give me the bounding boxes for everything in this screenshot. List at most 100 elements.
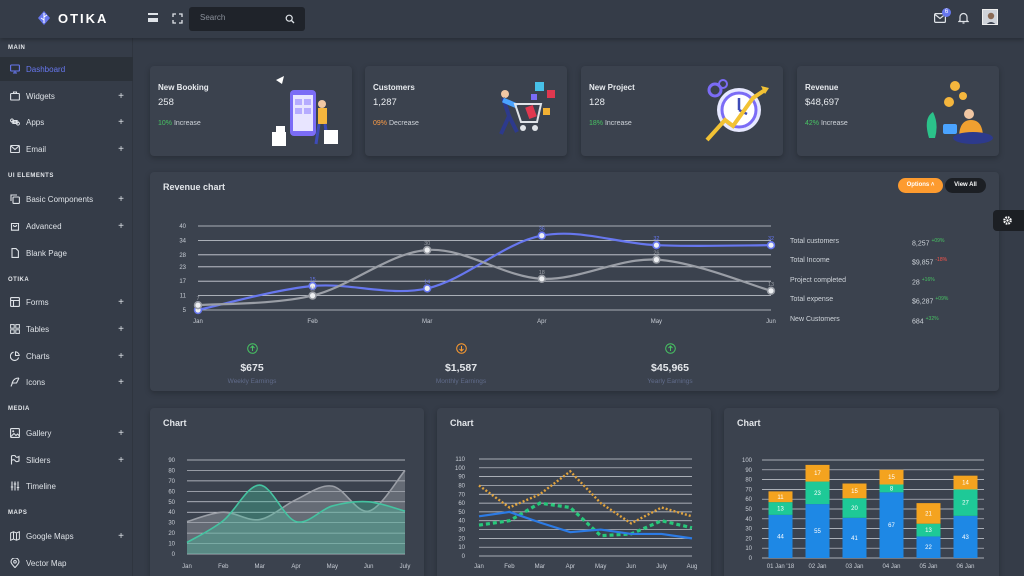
sidebar-item-dashboard[interactable]: Dashboard: [0, 57, 133, 81]
bell-icon[interactable]: [958, 12, 969, 24]
y-tick-label: 40: [179, 224, 186, 230]
data-label: 18: [539, 270, 545, 276]
sidebar-item-label: Google Maps: [26, 531, 74, 541]
series-line: [197, 232, 772, 312]
sidebar-item-icons[interactable]: Icons +: [0, 370, 133, 394]
side-stat-delta: +09%: [935, 296, 949, 302]
arrow-up-circle-icon: [246, 343, 258, 354]
expand-plus-icon: +: [118, 427, 124, 439]
data-point: [308, 291, 317, 300]
sidebar-item-widgets[interactable]: Widgets +: [0, 84, 133, 108]
bar-segment: [953, 489, 978, 516]
sidebar-item-vector-map[interactable]: Vector Map: [0, 551, 133, 575]
side-stat-label: Total customers: [790, 238, 840, 245]
sidebar-item-blank-page[interactable]: Blank Page: [0, 241, 133, 265]
expand-plus-icon: +: [118, 116, 124, 128]
sidebar-item-label: Icons: [26, 377, 46, 387]
brand-name: OTIKA: [58, 10, 109, 26]
stat-change-percent: 10%: [158, 120, 173, 127]
data-label: 7: [196, 296, 199, 302]
view-all-button[interactable]: View All: [945, 178, 986, 193]
chart-title: Chart: [450, 418, 474, 428]
stat-change-text: Increase: [604, 120, 632, 127]
sidebar: MAIN Dashboard Widgets + Apps + Email + …: [0, 38, 133, 576]
sidebar-item-charts[interactable]: Charts +: [0, 344, 133, 368]
stat-card-revenue: Revenue $48,697 42% Increase: [797, 66, 999, 156]
data-point: [652, 255, 661, 264]
x-tick-label: May: [651, 319, 662, 325]
sidebar-item-label: Vector Map: [26, 558, 67, 568]
stat-title: New Project: [589, 83, 635, 92]
data-point: [766, 286, 776, 296]
stat-change-percent: 09%: [373, 120, 388, 127]
x-tick-label: 04 Jan: [882, 564, 900, 570]
brand-logo[interactable]: OTIKA: [36, 10, 108, 26]
feather-icon: [10, 377, 20, 387]
side-stat-label: Project completed: [790, 277, 847, 284]
data-point: [423, 284, 432, 293]
logo-leaf-icon: [38, 11, 50, 25]
yearly-earnings: $45,965 Yearly Earnings: [630, 341, 710, 385]
earnings-label: Yearly Earnings: [647, 378, 693, 385]
x-tick-label: July: [656, 564, 667, 570]
y-tick-label: 70: [168, 479, 175, 485]
sidebar-item-basic-components[interactable]: Basic Components +: [0, 187, 133, 211]
sidebar-item-timeline[interactable]: Timeline: [0, 474, 133, 498]
side-stat-delta: -18%: [935, 257, 948, 263]
options-button[interactable]: Options ˄: [898, 178, 943, 193]
sidebar-item-gallery[interactable]: Gallery +: [0, 421, 133, 445]
x-tick-label: Jan: [474, 564, 484, 570]
sidebar-item-label: Email: [26, 144, 47, 154]
bar-value-label: 8: [890, 486, 894, 492]
search-input[interactable]: [200, 13, 280, 22]
sidebar-item-google-maps[interactable]: Google Maps +: [0, 524, 133, 548]
y-tick-label: 34: [179, 238, 186, 244]
menu-toggle-icon[interactable]: [148, 13, 158, 22]
sidebar-item-sliders[interactable]: Sliders +: [0, 448, 133, 472]
bar-segment: [916, 523, 941, 537]
bar-segment: [805, 504, 830, 558]
expand-plus-icon: +: [118, 296, 124, 308]
x-tick-label: Feb: [218, 564, 229, 570]
y-tick-label: 60: [168, 489, 175, 495]
stat-change: 18% Increase: [589, 120, 632, 127]
weekly-earnings: $675 Weekly Earnings: [212, 341, 292, 385]
sidebar-item-email[interactable]: Email +: [0, 137, 133, 161]
bar-value-label: 15: [888, 475, 895, 481]
user-avatar[interactable]: [982, 9, 998, 25]
sidebar-item-advanced[interactable]: Advanced +: [0, 214, 133, 238]
expand-plus-icon: +: [118, 530, 124, 542]
earnings-label: Weekly Earnings: [227, 378, 277, 385]
bar-segment: [879, 469, 904, 485]
chart-title: Chart: [737, 418, 761, 428]
arrow-down-circle-icon: [455, 343, 467, 354]
stat-change-text: Increase: [820, 120, 848, 127]
stat-value: 128: [589, 97, 605, 108]
side-stat-value: $9,857 -18%: [912, 257, 947, 266]
search-icon[interactable]: [285, 14, 295, 24]
x-tick-label: Apr: [537, 319, 546, 325]
sidebar-item-tables[interactable]: Tables +: [0, 317, 133, 341]
x-tick-label: May: [327, 564, 338, 570]
arrow-up-circle-icon: [664, 343, 676, 354]
expand-plus-icon: +: [118, 350, 124, 362]
data-point: [193, 301, 203, 310]
sidebar-item-apps[interactable]: Apps +: [0, 110, 133, 134]
series-area: [187, 470, 405, 554]
bar-value-label: 44: [777, 534, 784, 540]
bar-value-label: 21: [925, 511, 932, 517]
theme-settings-toggle[interactable]: [993, 210, 1024, 231]
data-label: 11: [310, 287, 316, 293]
sidebar-item-forms[interactable]: Forms +: [0, 290, 133, 314]
y-tick-label: 10: [745, 546, 752, 552]
options-button-label: Options: [906, 182, 930, 188]
revenue-coins-illustration-icon: [926, 81, 993, 144]
stat-card-customers: Customers 1,287 09% Decrease: [365, 66, 567, 156]
grid-icon: [10, 324, 20, 334]
x-tick-label: Jun: [626, 564, 636, 570]
sliders-icon: [10, 481, 20, 491]
command-icon: [10, 118, 20, 126]
fullscreen-icon[interactable]: [172, 13, 183, 24]
y-tick-label: 5: [183, 308, 187, 314]
chart-title: Chart: [163, 418, 187, 428]
